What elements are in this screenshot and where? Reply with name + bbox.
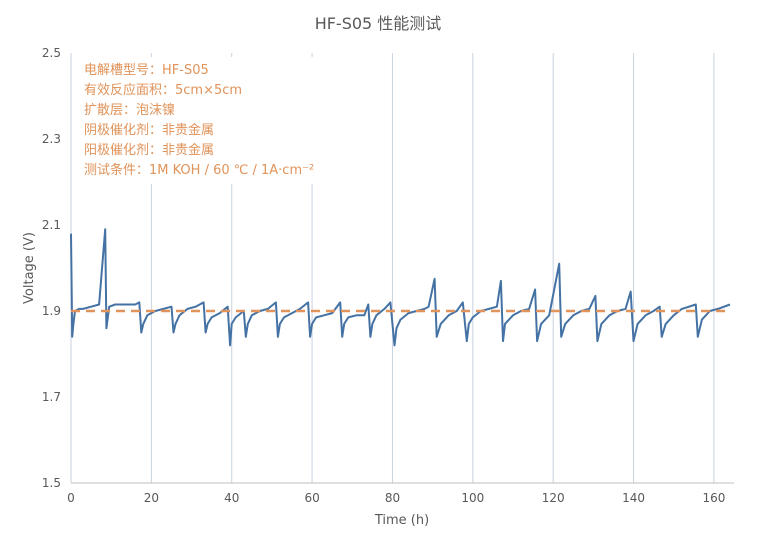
- y-tick-label: 1.7: [42, 390, 61, 404]
- x-tick-label: 80: [385, 491, 400, 505]
- x-tick-label: 0: [67, 491, 75, 505]
- y-axis-title: Voltage (V): [22, 232, 37, 304]
- x-axis-title: Time (h): [374, 513, 429, 528]
- x-tick-label: 160: [702, 491, 725, 505]
- x-tick-labels: 0 20 40 60 80 100 120 140 160: [67, 491, 725, 505]
- annotation-line-2: 有效反应面积：5cm×5cm: [84, 82, 242, 98]
- annotation-line-1: 电解槽型号：HF-S05: [84, 63, 209, 78]
- x-tick-label: 40: [224, 491, 239, 505]
- chart-title: HF-S05 性能测试: [315, 14, 442, 33]
- x-tick-label: 60: [304, 491, 319, 505]
- annotation-line-3: 扩散层：泡沫镍: [84, 103, 175, 118]
- annotation-box: 电解槽型号：HF-S05 有效反应面积：5cm×5cm 扩散层：泡沫镍 阴极催化…: [78, 57, 334, 184]
- annotation-line-4: 阴极催化剂：非贵金属: [84, 122, 214, 138]
- y-tick-label: 2.3: [42, 132, 61, 146]
- y-tick-label: 1.5: [42, 476, 61, 490]
- y-tick-label: 2.1: [42, 218, 61, 232]
- series-layer: [70, 228, 731, 347]
- y-tick-label: 1.9: [42, 304, 61, 318]
- y-tick-labels: 1.5 1.7 1.9 2.1 2.3 2.5: [42, 46, 61, 490]
- annotation-line-5: 阳极催化剂：非贵金属: [84, 142, 214, 158]
- x-tick-label: 140: [622, 491, 645, 505]
- voltage-series-line: [70, 228, 731, 347]
- x-tick-label: 20: [144, 491, 159, 505]
- x-tick-label: 120: [542, 491, 565, 505]
- annotation-background: [78, 57, 334, 184]
- x-tick-label: 100: [461, 491, 484, 505]
- y-tick-label: 2.5: [42, 46, 61, 60]
- annotation-line-6: 测试条件：1M KOH / 60 ℃ / 1A·cm⁻²: [84, 162, 314, 178]
